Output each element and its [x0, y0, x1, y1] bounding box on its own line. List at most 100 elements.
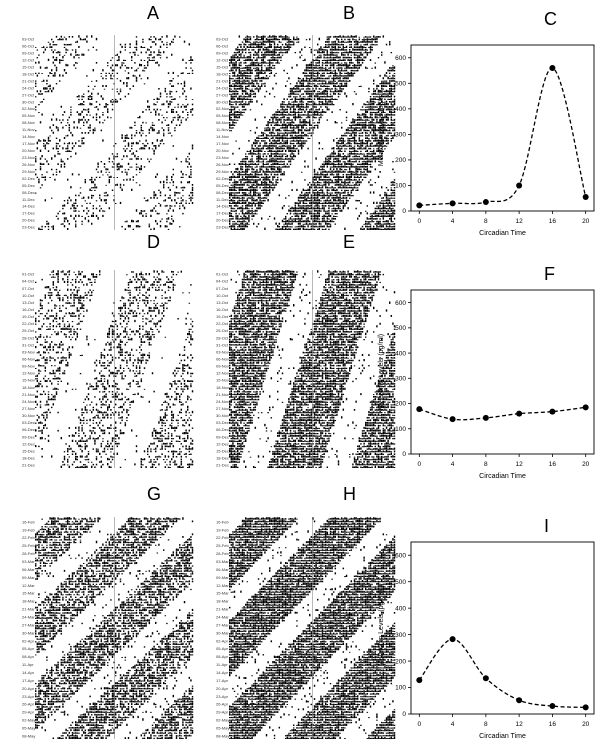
actogram-date-label: 08-May	[22, 733, 35, 738]
actogram-date-label: 14-Dec	[216, 204, 229, 209]
actogram-date-label: 21-Mar	[22, 607, 35, 612]
actogram-date-label: 02-May	[22, 718, 35, 723]
y-tick-label: 400	[395, 605, 406, 612]
y-tick-label: 600	[395, 55, 406, 62]
y-tick-label: 300	[395, 632, 406, 639]
actogram-date-label: 06-Mar	[22, 567, 35, 572]
actogram-date-label: 08-Nov	[22, 120, 35, 125]
chart-f: 0 100 200 300 400 500 600 0 4 8 12 16 20 Circadian Ti…	[378, 289, 595, 480]
actogram-activity-marks	[35, 35, 194, 230]
actogram-activity-marks	[229, 35, 396, 230]
actogram-date-label: 18-Oct	[22, 71, 35, 76]
actogram-date-label: 21-Oct	[216, 78, 229, 83]
actogram-date-label: 03-Nov	[216, 349, 229, 354]
actogram-date-label: 21-Dec	[216, 463, 229, 468]
actogram-date-label: 19-Oct	[216, 314, 229, 319]
plot-frame	[410, 541, 595, 715]
actogram-date-label: 09-Oct	[216, 51, 229, 56]
actogram-date-label: 12-Oct	[22, 58, 35, 63]
actogram-date-label: 25-Oct	[216, 328, 229, 333]
actogram-date-label: 09-Mar	[22, 575, 35, 580]
y-tick-label: 200	[395, 658, 406, 665]
actogram-date-label: 16-Feb	[216, 519, 229, 524]
actogram-date-label: 17-Nov	[216, 141, 229, 146]
actogram-date-label: 15-Mar	[22, 591, 35, 596]
y-tick-label: 500	[395, 325, 406, 332]
data-point	[449, 636, 456, 643]
actogram-date-label: 29-Apr	[22, 710, 35, 715]
x-tick-label: 12	[516, 461, 524, 468]
actogram-date-label: 12-Nov	[22, 371, 35, 376]
actogram-date-label: 18-Oct	[216, 71, 229, 76]
x-tick-label: 4	[451, 461, 455, 468]
actogram-date-label: 05-May	[22, 726, 35, 731]
x-tick-label: 8	[484, 218, 488, 225]
panel-letter-e: E	[343, 232, 355, 252]
y-tick-label: 0	[402, 208, 406, 215]
actogram-date-label: 06-Oct	[22, 44, 35, 49]
actogram-date-label: 20-Apr	[22, 686, 35, 691]
actogram-activity-marks	[229, 517, 396, 739]
actogram-date-label: 27-Mar	[216, 622, 229, 627]
y-axis-title: Melatonin Levels (pg/ml)	[378, 334, 385, 410]
data-point	[416, 406, 423, 413]
actograms-group: 03-Oct06-Oct09-Oct12-Oct15-Oct18-Oct21-O…	[22, 35, 396, 739]
x-tick-label: 0	[418, 218, 422, 225]
actogram-date-label: 29-Nov	[22, 169, 35, 174]
actogram-date-label: 05-Apr	[22, 646, 35, 651]
actogram-date-label: 01-Oct	[22, 272, 35, 277]
actogram-date-label: 12-Dec	[216, 441, 229, 446]
actogram-date-label: 23-Nov	[22, 155, 35, 160]
actogram-activity-marks	[229, 270, 396, 468]
actogram-date-label: 25-Feb	[22, 543, 35, 548]
y-tick-label: 100	[395, 685, 406, 692]
actogram-date-label: 03-Dec	[22, 420, 35, 425]
actogram-date-label: 26-Apr	[22, 702, 35, 707]
actogram-date-label: 03-Dec	[216, 420, 229, 425]
actogram-date-label: 02-Dec	[216, 176, 229, 181]
data-point	[582, 404, 589, 411]
actogram-date-label: 15-Dec	[216, 448, 229, 453]
y-tick-label: 200	[395, 401, 406, 408]
actogram-date-label: 06-Dec	[22, 427, 35, 432]
actogram-date-label: 21-Dec	[22, 463, 35, 468]
actogram-date-label: 16-Oct	[216, 307, 229, 312]
actogram-date-label: 06-Dec	[216, 427, 229, 432]
y-tick-label: 0	[402, 451, 406, 458]
y-tick-label: 300	[395, 132, 406, 139]
actogram-date-label: 31-Oct	[216, 342, 229, 347]
actogram-date-label: 03-Mar	[22, 559, 35, 564]
actogram-date-label: 11-Dec	[216, 197, 229, 202]
actogram-date-label: 25-Feb	[216, 543, 229, 548]
actogram-date-label: 17-Apr	[22, 678, 35, 683]
data-point	[516, 182, 523, 189]
actogram-date-label: 15-Mar	[216, 591, 229, 596]
actogram-date-label: 18-Nov	[22, 385, 35, 390]
panel-letter-h: H	[343, 484, 356, 504]
actogram-date-label: 29-Nov	[216, 169, 229, 174]
actogram-date-label: 12-Mar	[216, 583, 229, 588]
actogram-g: 16-Feb 19-Feb 22-Feb 25-Feb 28-Feb 03-Mar 06-M…	[22, 517, 194, 739]
actogram-date-label: 02-May	[216, 718, 229, 723]
panel-letter-f: F	[544, 264, 555, 284]
series-line	[418, 638, 586, 709]
actogram-date-label: 14-Dec	[22, 204, 35, 209]
y-tick-label: 500	[395, 579, 406, 586]
actogram-date-label: 07-Oct	[22, 286, 35, 291]
actogram-date-label: 12-Dec	[22, 441, 35, 446]
actogram-date-label: 27-Oct	[216, 92, 229, 97]
actogram-date-label: 22-Feb	[216, 535, 229, 540]
x-tick-label: 12	[516, 721, 524, 728]
actogram-date-label: 27-Nov	[216, 406, 229, 411]
actogram-date-label: 30-Oct	[22, 99, 35, 104]
actogram-date-label: 15-Nov	[22, 378, 35, 383]
chart-i: 0 100 200 300 400 500 600 0 4 8 12 16 20 Circadian Ti…	[378, 541, 595, 740]
actogram-date-label: 24-Oct	[22, 85, 35, 90]
actogram-date-label: 08-Apr	[216, 654, 229, 659]
actogram-date-label: 05-Dec	[22, 183, 35, 188]
actogram-date-label: 17-Nov	[22, 141, 35, 146]
actogram-date-label: 17-Dec	[216, 211, 229, 216]
actogram-date-label: 02-Nov	[22, 106, 35, 111]
y-axis-title: Melatonin Levels (pg/ml)	[378, 590, 385, 666]
